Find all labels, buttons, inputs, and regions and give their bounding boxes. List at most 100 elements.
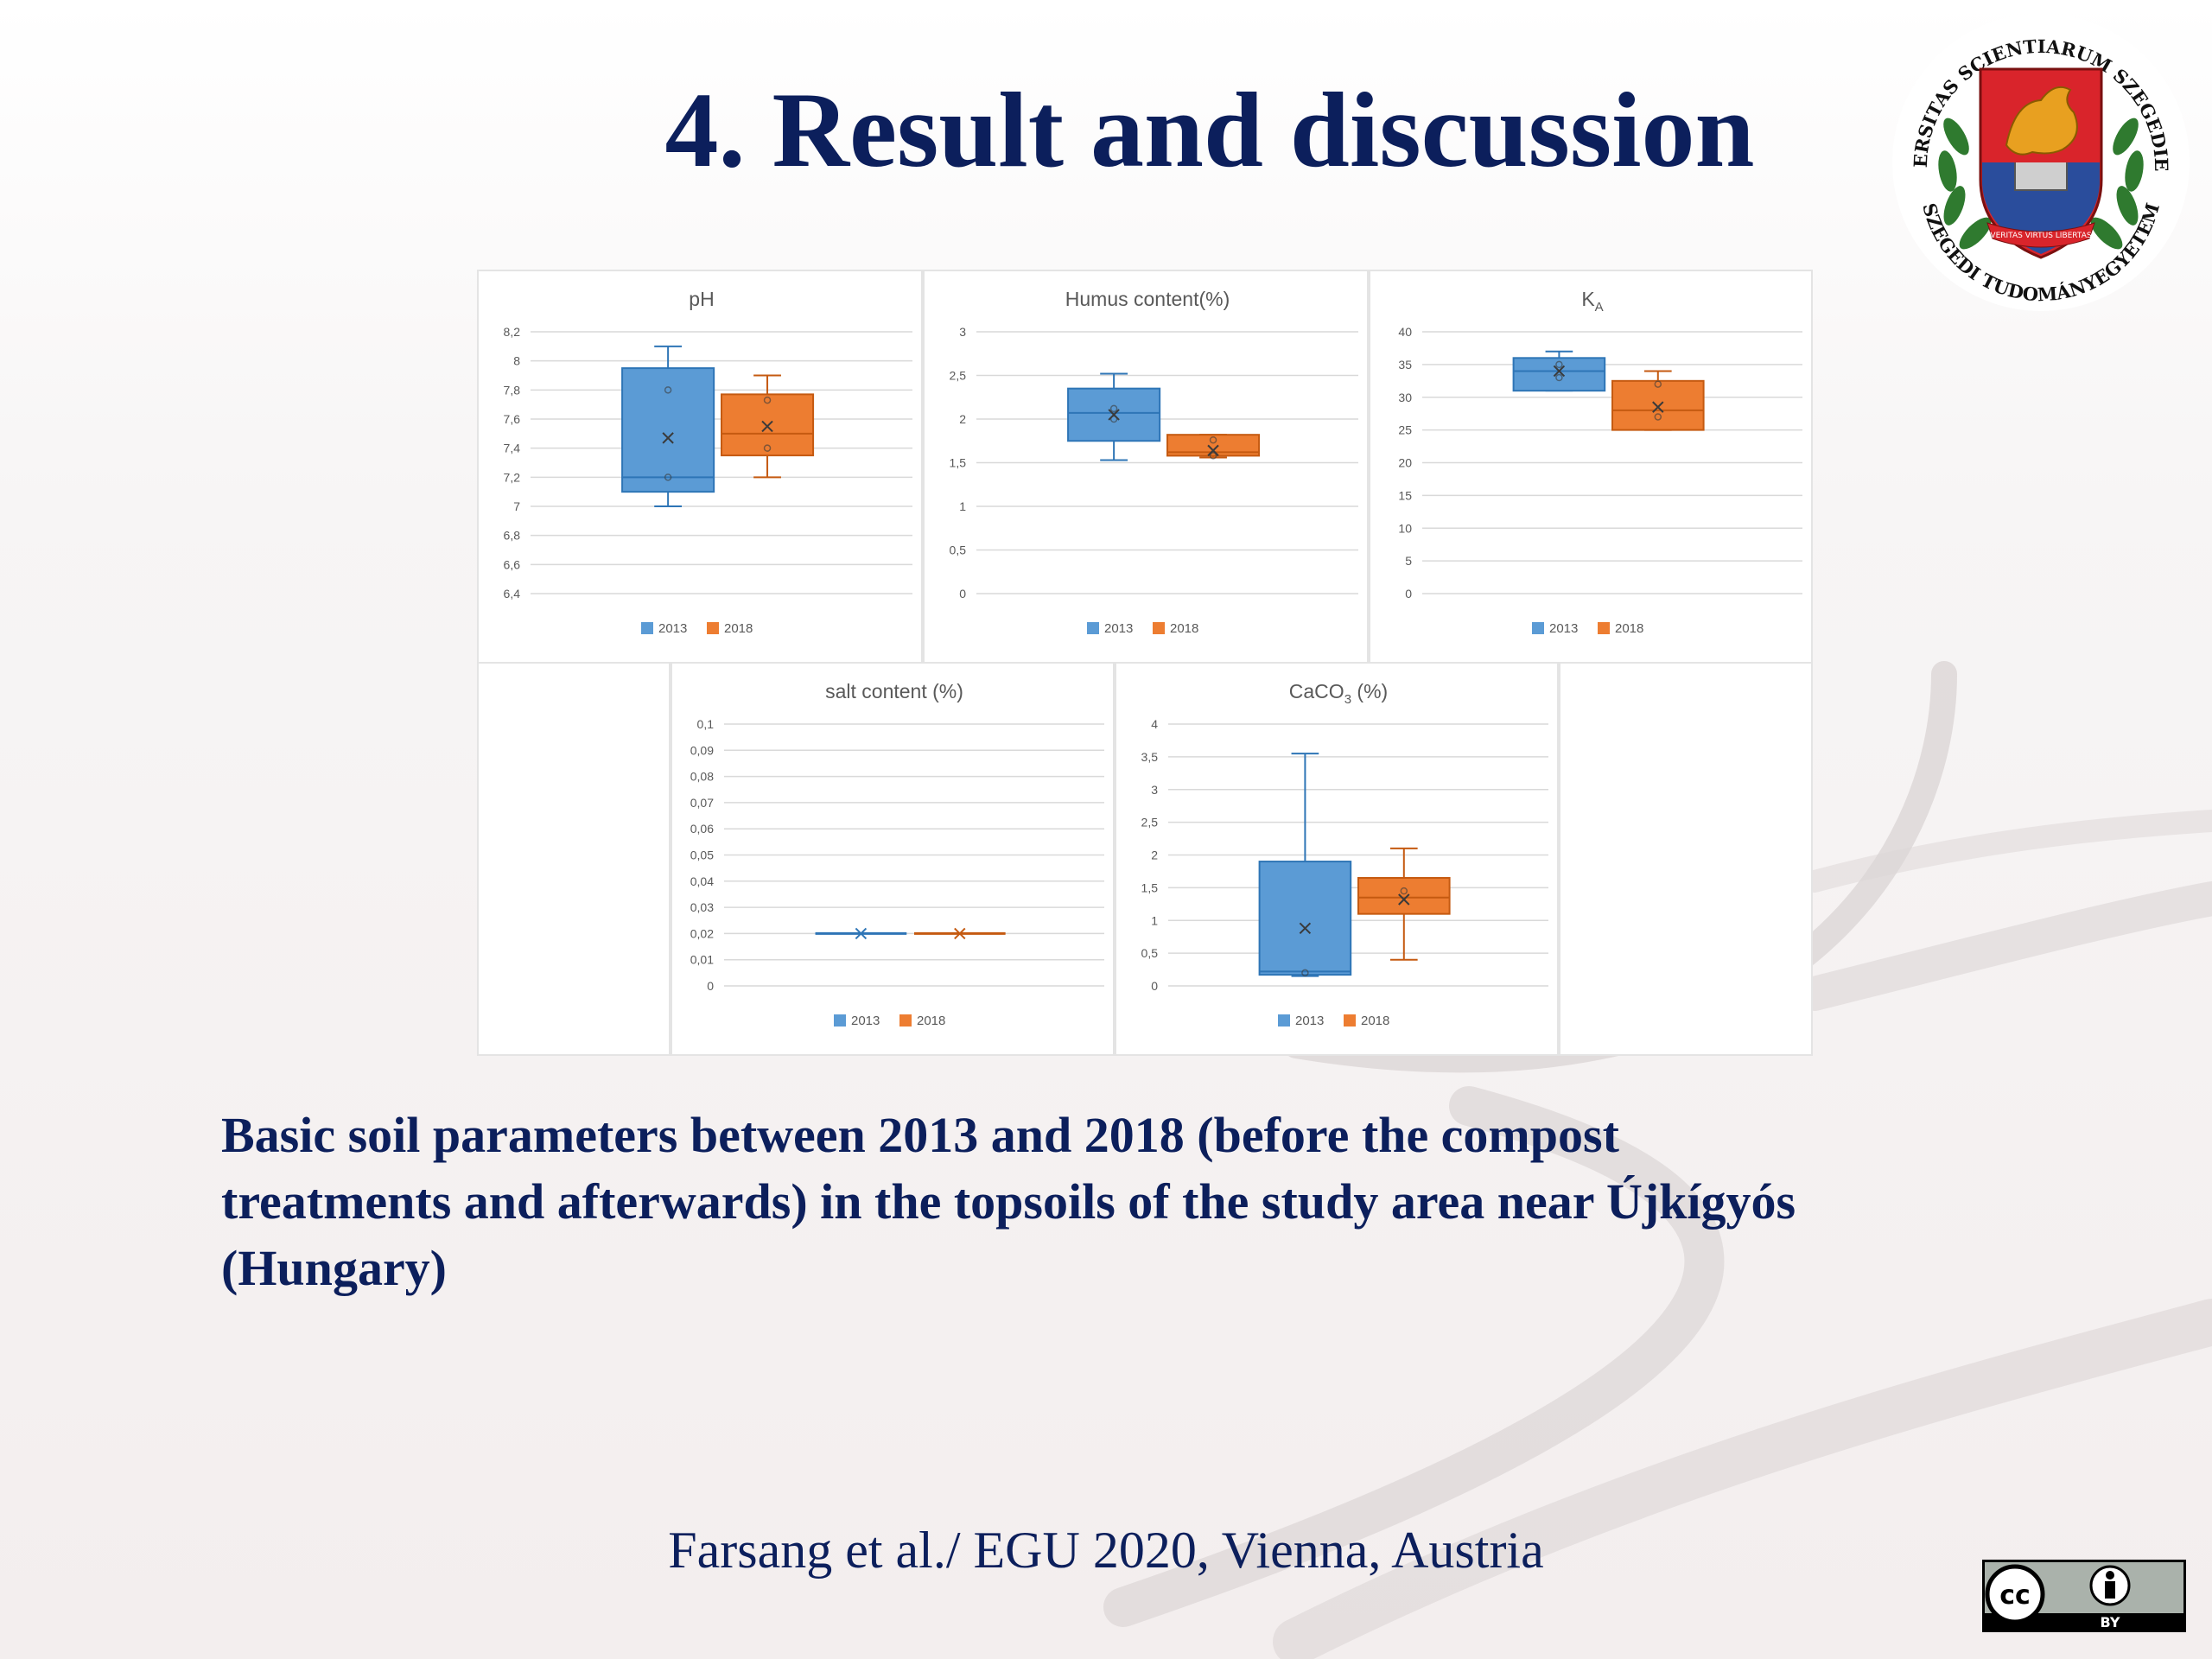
- chart-title: KA: [1581, 288, 1603, 315]
- mean-marker: [1652, 401, 1664, 413]
- y-tick-label: 3,5: [1141, 750, 1159, 764]
- legend-swatch: [1598, 622, 1610, 634]
- y-tick-label: 0,01: [690, 953, 714, 967]
- box-2013: [621, 345, 715, 507]
- box-2013: [1512, 350, 1606, 392]
- y-tick-label: 0,04: [690, 874, 714, 888]
- box-iqr: [621, 367, 715, 493]
- data-point: [1555, 360, 1563, 369]
- y-tick-label: 0: [959, 587, 966, 601]
- y-tick-label: 6,6: [504, 557, 521, 571]
- chart-humus: Humus content(%) 3 2,5 2 1,5 1 0,5 0 2013 2018: [950, 288, 1358, 636]
- university-seal-logo: UNIVERSITAS SCIENTIARUM SZEGEDIENSIS SZE…: [1885, 7, 2190, 311]
- chart-panel-ph: pH 8,2 8 7,8 7,6 7,4 7,2 7 6,8 6,6 6,4 2013 2018: [477, 270, 923, 664]
- chart-ka: KA 40 35 30 25 20 15 10 5 0 2013 2018: [1398, 288, 1802, 636]
- legend-swatch: [707, 622, 719, 634]
- data-point: [1109, 415, 1118, 423]
- box-2018: [721, 374, 815, 479]
- legend-label: 2013: [1104, 621, 1133, 636]
- mean-marker: [1398, 893, 1410, 906]
- legend-swatch: [899, 1014, 912, 1027]
- seal-motto: VERITAS VIRTUS LIBERTAS: [1990, 232, 2091, 240]
- figure-caption: Basic soil parameters between 2013 and 2…: [221, 1102, 2001, 1301]
- cc-icon: [1985, 1564, 2045, 1624]
- data-point: [1654, 380, 1662, 388]
- legend-label: 2013: [1549, 621, 1578, 636]
- y-tick-label: 0,03: [690, 900, 714, 914]
- chart-panel-blank-right: [1559, 662, 1813, 1056]
- box-2018: [1611, 370, 1705, 431]
- y-tick-label: 35: [1398, 358, 1412, 372]
- y-tick-label: 0,1: [697, 717, 715, 731]
- legend-swatch: [1153, 622, 1165, 634]
- chart-salt: salt content (%) 0,1 0,09 0,08 0,07 0,06 0,05 0…: [690, 680, 1104, 1028]
- y-tick-label: 0,06: [690, 822, 714, 836]
- chart-caco3: CaCO3 (%) 4 3,5 3 2,5 2 1,5 1 0,5 0 2013 2018: [1141, 680, 1548, 1028]
- data-point: [1400, 887, 1408, 895]
- legend-swatch: [641, 622, 653, 634]
- y-tick-label: 0: [1405, 587, 1412, 601]
- y-tick-label: 1: [959, 499, 966, 513]
- y-tick-label: 6,8: [504, 529, 521, 543]
- y-tick-label: 10: [1398, 521, 1412, 535]
- y-tick-label: 0: [707, 979, 714, 993]
- box-iqr: [1357, 877, 1451, 915]
- legend-label: 2018: [917, 1014, 945, 1028]
- y-tick-label: 1,5: [950, 456, 967, 470]
- y-tick-label: 0,5: [950, 543, 967, 557]
- y-tick-label: 2: [1151, 849, 1158, 862]
- caption-line: (Hungary): [221, 1240, 447, 1296]
- legend-swatch: [1344, 1014, 1356, 1027]
- cc-label: cc: [1999, 1580, 2031, 1611]
- slide-title: 4. Result and discussion: [664, 71, 1755, 189]
- cc-by-license-badge[interactable]: cc BY: [1982, 1560, 2186, 1632]
- by-label: BY: [2101, 1614, 2120, 1630]
- chart-ph: pH 8,2 8 7,8 7,6 7,4 7,2 7 6,8 6,6 6,4 2013 2018: [504, 288, 912, 636]
- y-tick-label: 4: [1151, 717, 1158, 731]
- legend-swatch: [834, 1014, 846, 1027]
- data-point: [1109, 404, 1118, 413]
- y-tick-label: 5: [1405, 554, 1412, 568]
- legend-label: 2013: [851, 1014, 880, 1028]
- y-tick-label: 20: [1398, 456, 1412, 470]
- box-2013: [1067, 372, 1161, 461]
- y-tick-label: 15: [1398, 488, 1412, 502]
- citation: Farsang et al./ EGU 2020, Vienna, Austri…: [668, 1522, 1544, 1579]
- data-point: [664, 474, 672, 481]
- legend-label: 2018: [1615, 621, 1643, 636]
- legend-swatch: [1087, 622, 1099, 634]
- y-tick-label: 3: [1151, 783, 1158, 797]
- y-tick-label: 0,5: [1141, 946, 1159, 960]
- y-tick-label: 0,08: [690, 770, 714, 784]
- mean-marker: [662, 432, 674, 444]
- legend-label: 2013: [1295, 1014, 1324, 1028]
- legend-swatch: [1532, 622, 1544, 634]
- chart-title: Humus content(%): [1065, 288, 1230, 310]
- y-tick-label: 8,2: [504, 325, 521, 339]
- box-iqr: [1611, 379, 1705, 431]
- y-tick-label: 3: [959, 325, 966, 339]
- mean-marker: [1207, 444, 1219, 457]
- chart-panel-caco3: CaCO3 (%) 4 3,5 3 2,5 2 1,5 1 0,5 0 2013 2018: [1115, 662, 1559, 1056]
- chart-title: CaCO3 (%): [1289, 680, 1388, 707]
- mean-marker: [855, 927, 868, 940]
- box-iqr: [1258, 861, 1352, 976]
- y-tick-label: 7,8: [504, 383, 521, 397]
- y-tick-label: 0,02: [690, 926, 714, 940]
- y-tick-label: 7,2: [504, 470, 521, 484]
- legend-label: 2018: [724, 621, 753, 636]
- legend-label: 2018: [1361, 1014, 1389, 1028]
- y-tick-label: 1: [1151, 913, 1158, 927]
- data-point: [1209, 435, 1217, 444]
- y-tick-label: 7: [513, 499, 520, 513]
- y-tick-label: 2: [959, 412, 966, 426]
- y-tick-label: 2,5: [950, 369, 967, 383]
- caption-line: Basic soil parameters between 2013 and 2…: [221, 1107, 1619, 1163]
- chart-panel-salt: salt content (%) 0,1 0,09 0,08 0,07 0,06 0,05 0…: [671, 662, 1115, 1056]
- chart-panel-blank-left: [477, 662, 671, 1056]
- chart-panel-humus: Humus content(%) 3 2,5 2 1,5 1 0,5 0 2013 2018: [923, 270, 1369, 664]
- box-2018: [1166, 434, 1261, 460]
- box-2018: [1357, 847, 1451, 961]
- chart-panel-ka: KA 40 35 30 25 20 15 10 5 0 2013 2018: [1369, 270, 1813, 664]
- y-tick-label: 8: [513, 354, 520, 368]
